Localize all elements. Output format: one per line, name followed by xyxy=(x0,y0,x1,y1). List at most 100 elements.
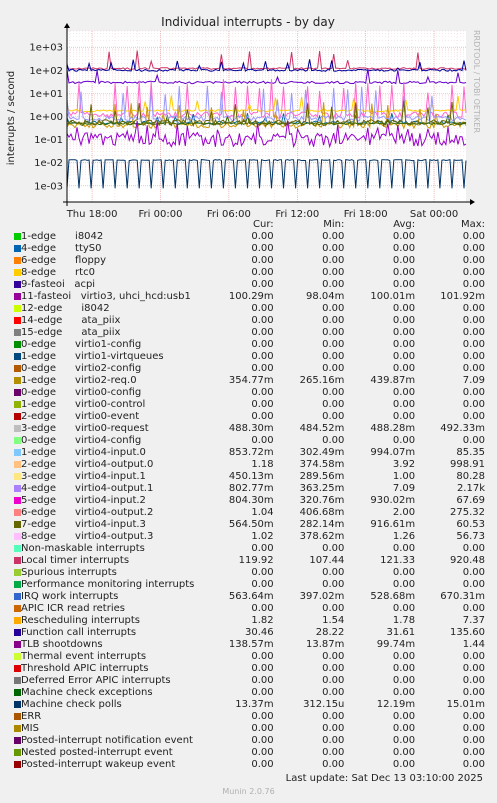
legend-series-name: 7-edge virtio4-input.3 xyxy=(0,519,212,531)
legend-row: 7-edge virtio4-input.3 564.50m 282.14m 916.… xyxy=(0,519,497,531)
legend-avg: 0.00 xyxy=(392,651,416,662)
legend-avg: 2.00 xyxy=(392,507,416,518)
legend-label: Rescheduling interrupts xyxy=(21,615,141,626)
legend-label: Posted-interrupt wakeup event xyxy=(21,759,176,770)
legend-series-name: 11-fasteoi virtio3, uhci_hcd:usb1 xyxy=(0,291,212,303)
legend-max: 56.73 xyxy=(456,531,485,542)
legend-row: 11-fasteoi virtio3, uhci_hcd:usb1 100.29m… xyxy=(0,291,497,303)
legend-series-name: 1-edge virtio1-virtqueues xyxy=(0,351,212,363)
legend-min: 0.00 xyxy=(322,255,345,266)
legend-avg: 0.00 xyxy=(392,387,416,398)
legend-avg: 1.00 xyxy=(392,471,416,482)
legend-min: 0.00 xyxy=(322,387,345,398)
legend-series-name: ERR xyxy=(0,711,212,723)
legend-avg: 439.87m xyxy=(370,375,416,386)
legend-series-name: 3-edge virtio0-request xyxy=(0,423,212,435)
legend-avg: 0.00 xyxy=(392,243,416,254)
legend-max: 0.00 xyxy=(462,435,485,446)
legend-avg: 0.00 xyxy=(392,723,416,734)
legend-max: 0.00 xyxy=(462,363,485,374)
y-axis-label: interrupts / second xyxy=(6,71,17,165)
legend-cur: 0.00 xyxy=(251,735,274,746)
legend-swatch xyxy=(14,257,21,264)
legend-row: 12-edge i8042 0.00 0.00 0.00 0.00 xyxy=(0,303,497,315)
legend-row: Posted-interrupt notification event 0.00 0… xyxy=(0,735,497,747)
legend-series-name: 12-edge i8042 xyxy=(0,303,212,315)
legend-series-name: Deferred Error APIC interrupts xyxy=(0,675,212,687)
legend-series-name: Machine check polls xyxy=(0,699,212,711)
legend-min: 0.00 xyxy=(322,435,345,446)
legend-label: 3-edge virtio0-request xyxy=(21,423,149,434)
legend-label: 4-edge virtio4-output.1 xyxy=(21,483,154,494)
legend-row: Function call interrupts 30.46 28.22 31.61 1… xyxy=(0,627,497,639)
legend-series-name: 2-edge virtio0-event xyxy=(0,411,212,423)
legend-min: 0.00 xyxy=(322,363,345,374)
legend-label: 2-edge virtio0-event xyxy=(21,411,140,422)
legend-header-row: Cur: Min: Avg: Max: xyxy=(0,219,497,231)
legend-swatch xyxy=(14,353,21,360)
legend-series-name: TLB shootdowns xyxy=(0,639,212,651)
legend-row: Local timer interrupts 119.92 107.44 121.33… xyxy=(0,555,497,567)
legend-min: 406.68m xyxy=(299,507,345,518)
legend-label: 5-edge virtio4-input.2 xyxy=(21,495,146,506)
legend-series-name: 6-edge floppy xyxy=(0,255,212,267)
legend-label: 1-edge virtio1-virtqueues xyxy=(21,351,164,362)
legend-cur: 0.00 xyxy=(251,303,274,314)
legend-min: 397.02m xyxy=(299,591,345,602)
legend-series-name: 0-edge virtio1-config xyxy=(0,339,212,351)
legend-avg: 0.00 xyxy=(392,543,416,554)
legend-max: 0.00 xyxy=(462,399,485,410)
legend-min: 0.00 xyxy=(322,351,345,362)
legend-cur: 0.00 xyxy=(251,279,274,290)
legend-series-name: Non-maskable interrupts xyxy=(0,543,212,555)
legend-cur: 0.00 xyxy=(251,351,274,362)
legend-avg: 0.00 xyxy=(392,411,416,422)
legend-label: TLB shootdowns xyxy=(21,639,103,650)
legend-row: Non-maskable interrupts 0.00 0.00 0.00 0.00 xyxy=(0,543,497,555)
legend-row: 5-edge virtio4-input.2 804.30m 320.76m 930.… xyxy=(0,495,497,507)
legend-max: 998.91 xyxy=(450,459,485,470)
legend-max: 0.00 xyxy=(462,603,485,614)
legend-row: Posted-interrupt wakeup event 0.00 0.00 0.0… xyxy=(0,759,497,771)
legend-row: MIS 0.00 0.00 0.00 0.00 xyxy=(0,723,497,735)
legend-row: Threshold APIC interrupts 0.00 0.00 0.00 0.0… xyxy=(0,663,497,675)
legend-max: 0.00 xyxy=(462,339,485,350)
legend-row: 1-edge virtio2-req.0 354.77m 265.16m 439.87… xyxy=(0,375,497,387)
legend-avg: 0.00 xyxy=(392,663,416,674)
legend-swatch xyxy=(14,317,21,324)
legend-max: 0.00 xyxy=(462,687,485,698)
legend-swatch xyxy=(14,701,21,708)
legend-min: 0.00 xyxy=(322,339,345,350)
legend-cur: 488.30m xyxy=(228,423,274,434)
legend-min: 0.00 xyxy=(322,723,345,734)
legend-avg: 0.00 xyxy=(392,399,416,410)
y-tick-label: 1e+02 xyxy=(29,66,63,77)
legend-row: 6-edge floppy 0.00 0.00 0.00 0.00 xyxy=(0,255,497,267)
legend-row: 1-edge i8042 0.00 0.00 0.00 0.00 xyxy=(0,231,497,243)
legend-cur: 0.00 xyxy=(251,339,274,350)
legend-min: 0.00 xyxy=(322,327,345,338)
legend-series-name: Posted-interrupt wakeup event xyxy=(0,759,212,771)
legend-cur: 0.00 xyxy=(251,567,274,578)
legend-label: 7-edge virtio4-input.3 xyxy=(21,519,146,530)
x-tick-label: Fri 12:00 xyxy=(275,209,319,220)
legend-swatch xyxy=(14,425,21,432)
x-tick-labels: Thu 18:00 Fri 00:00 Fri 06:00 Fri 12:00 Fri … xyxy=(66,209,459,220)
y-tick-label: 1e+03 xyxy=(29,43,63,54)
legend-row: Spurious interrupts 0.00 0.00 0.00 0.00 xyxy=(0,567,497,579)
legend-swatch xyxy=(14,341,21,348)
legend-cur: 1.02 xyxy=(251,531,274,542)
legend-swatch xyxy=(14,593,21,600)
legend-min: 0.00 xyxy=(322,543,345,554)
legend-cur: 0.00 xyxy=(251,747,274,758)
series-line xyxy=(66,68,467,85)
legend-series-name: 5-edge virtio4-input.2 xyxy=(0,495,212,507)
legend-series-name: MIS xyxy=(0,723,212,735)
legend-swatch xyxy=(14,737,21,744)
legend-max: 0.00 xyxy=(462,747,485,758)
legend-cur: 853.72m xyxy=(228,447,274,458)
legend-avg: 0.00 xyxy=(392,279,416,290)
series-line xyxy=(66,79,467,120)
legend-label: 3-edge virtio4-input.1 xyxy=(21,471,146,482)
legend-row: Performance monitoring interrupts 0.00 0.0… xyxy=(0,579,497,591)
